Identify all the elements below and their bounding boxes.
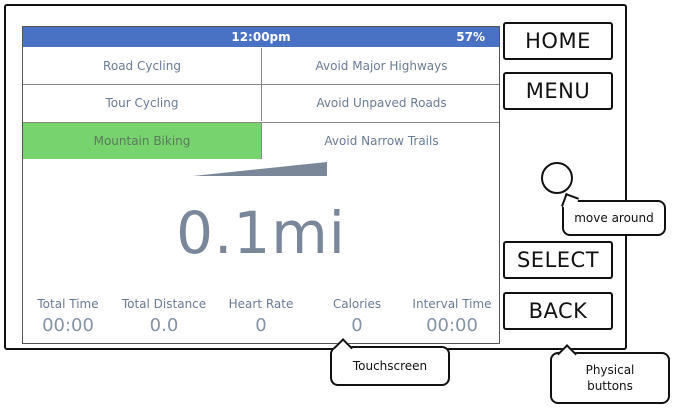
metric-interval-time: Interval Time 00:00: [397, 297, 499, 336]
metric-total-distance: Total Distance 0.0: [109, 297, 219, 336]
metric-value: 0.0: [149, 315, 179, 336]
menu-button[interactable]: MENU: [503, 72, 613, 110]
metric-heart-rate: Heart Rate 0: [206, 297, 316, 336]
divider: [23, 84, 499, 85]
metric-value: 0: [255, 315, 267, 336]
back-button[interactable]: BACK: [503, 292, 613, 330]
metric-value: 00:00: [42, 315, 94, 336]
callout-physical-buttons: Physical buttons: [550, 344, 670, 404]
callout-move-around: move around: [561, 193, 666, 236]
metric-calories: Calories 0: [302, 297, 412, 336]
callout-text: Touchscreen: [352, 359, 428, 373]
callout-touchscreen: Touchscreen: [330, 338, 450, 386]
joystick-control[interactable]: [541, 162, 573, 194]
option-road-cycling[interactable]: Road Cycling: [23, 48, 262, 84]
battery-level: 57%: [456, 30, 485, 44]
touchscreen[interactable]: 12:00pm 57% Road Cycling Avoid Major Hig…: [22, 26, 500, 344]
metric-value: 0: [351, 315, 363, 336]
callout-text: move around: [574, 211, 654, 225]
metric-label: Interval Time: [412, 297, 492, 311]
metric-label: Calories: [332, 297, 382, 311]
home-button[interactable]: HOME: [503, 22, 613, 60]
option-avoid-narrow-trails[interactable]: Avoid Narrow Trails: [324, 134, 439, 148]
metric-label: Total Distance: [121, 297, 207, 311]
option-avoid-unpaved-roads[interactable]: Avoid Unpaved Roads: [316, 96, 447, 110]
option-avoid-major-highways[interactable]: Avoid Major Highways: [315, 59, 448, 73]
option-mountain-biking[interactable]: Mountain Biking: [23, 123, 262, 159]
device-body: 12:00pm 57% Road Cycling Avoid Major Hig…: [4, 4, 627, 350]
divider: [23, 122, 499, 123]
status-bar: 12:00pm 57%: [23, 27, 499, 47]
direction-arrow-icon: [193, 162, 327, 176]
callout-text: Physical buttons: [585, 363, 635, 393]
metric-value: 00:00: [426, 315, 478, 336]
metric-label: Heart Rate: [228, 297, 294, 311]
select-button[interactable]: SELECT: [503, 241, 613, 279]
metric-total-time: Total Time 00:00: [23, 297, 123, 336]
metric-label: Total Time: [37, 297, 99, 311]
status-time: 12:00pm: [231, 30, 291, 44]
distance-readout: 0.1mi: [176, 199, 346, 267]
option-tour-cycling[interactable]: Tour Cycling: [23, 85, 262, 121]
